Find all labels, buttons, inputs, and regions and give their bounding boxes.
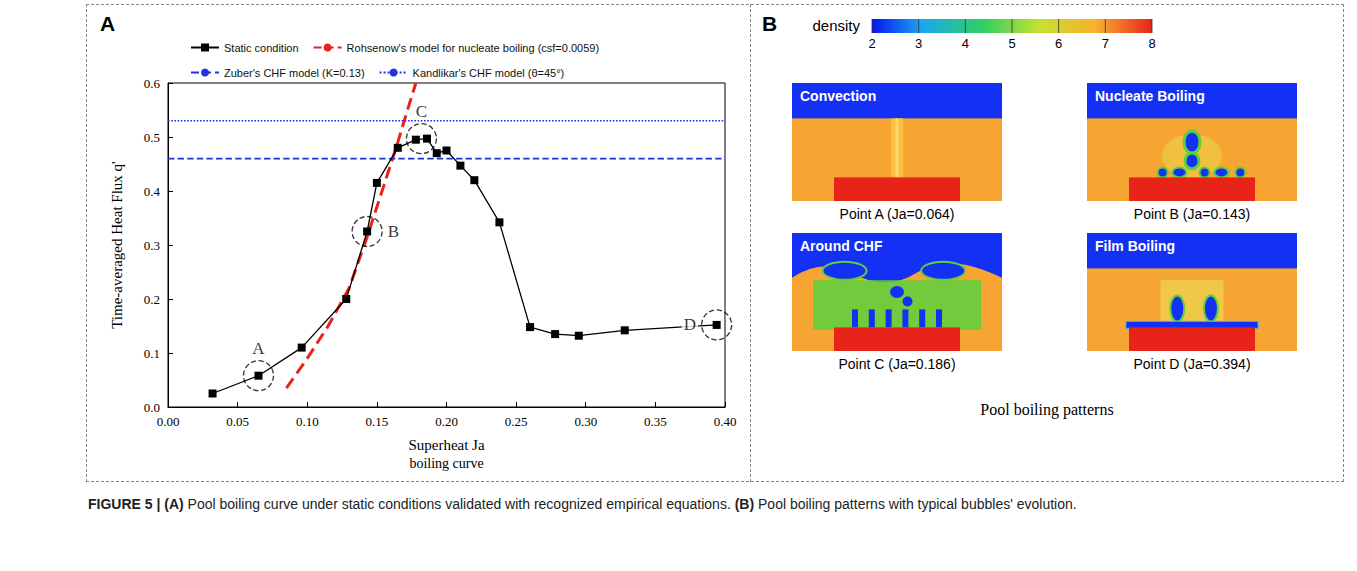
svg-text:0.00: 0.00 xyxy=(157,414,180,429)
svg-text:Point B (Ja=0.143): Point B (Ja=0.143) xyxy=(1134,206,1250,222)
svg-text:5: 5 xyxy=(1008,36,1015,51)
svg-text:Film Boiling: Film Boiling xyxy=(1095,238,1175,254)
svg-text:boiling curve: boiling curve xyxy=(409,456,483,471)
svg-text:Convection: Convection xyxy=(800,88,876,104)
svg-text:Point A (Ja=0.064): Point A (Ja=0.064) xyxy=(840,206,955,222)
svg-text:0.25: 0.25 xyxy=(505,414,528,429)
svg-text:0.40: 0.40 xyxy=(714,414,737,429)
svg-text:3: 3 xyxy=(915,36,922,51)
svg-text:0.0: 0.0 xyxy=(144,400,160,415)
svg-text:0.5: 0.5 xyxy=(144,130,160,145)
svg-text:0.30: 0.30 xyxy=(574,414,597,429)
svg-text:B: B xyxy=(762,12,777,35)
svg-text:0.6: 0.6 xyxy=(144,76,161,91)
svg-text:0.1: 0.1 xyxy=(144,346,160,361)
svg-text:0.3: 0.3 xyxy=(144,238,160,253)
svg-text:Nucleate Boiling: Nucleate Boiling xyxy=(1095,88,1205,104)
svg-text:B: B xyxy=(388,222,399,241)
svg-text:0.4: 0.4 xyxy=(144,184,161,199)
svg-text:Point D (Ja=0.394): Point D (Ja=0.394) xyxy=(1133,356,1250,372)
svg-text:A: A xyxy=(252,339,265,358)
svg-text:C: C xyxy=(416,102,427,121)
svg-text:0.10: 0.10 xyxy=(296,414,319,429)
svg-text:Time-averaged Heat Flux q': Time-averaged Heat Flux q' xyxy=(109,161,125,329)
svg-text:2: 2 xyxy=(868,36,875,51)
svg-text:6: 6 xyxy=(1055,36,1062,51)
svg-text:Pool boiling patterns: Pool boiling patterns xyxy=(980,401,1113,419)
svg-text:0.05: 0.05 xyxy=(226,414,249,429)
svg-text:Zuber's CHF model (K=0.13): Zuber's CHF model (K=0.13) xyxy=(224,67,365,79)
svg-text:Static condition: Static condition xyxy=(224,42,299,54)
svg-text:Rohsenow's model for nucleate: Rohsenow's model for nucleate boiling (c… xyxy=(347,42,600,54)
svg-text:0.2: 0.2 xyxy=(144,292,160,307)
svg-text:4: 4 xyxy=(962,36,969,51)
svg-text:D: D xyxy=(684,315,696,334)
svg-text:7: 7 xyxy=(1102,36,1109,51)
svg-text:0.20: 0.20 xyxy=(435,414,458,429)
svg-text:Superheat Ja: Superheat Ja xyxy=(408,437,485,453)
svg-text:0.15: 0.15 xyxy=(366,414,389,429)
html-text:FIGURE 5 | (A) Pool boiling cu: FIGURE 5 | (A) Pool boiling curve under … xyxy=(88,496,1077,512)
svg-text:0.35: 0.35 xyxy=(644,414,667,429)
svg-text:8: 8 xyxy=(1148,36,1155,51)
svg-text:density: density xyxy=(812,17,860,34)
svg-text:Point C (Ja=0.186): Point C (Ja=0.186) xyxy=(838,356,955,372)
svg-text:Kandlikar's CHF model (θ=45°): Kandlikar's CHF model (θ=45°) xyxy=(413,67,565,79)
svg-text:Around CHF: Around CHF xyxy=(800,238,883,254)
svg-text:A: A xyxy=(100,12,115,35)
